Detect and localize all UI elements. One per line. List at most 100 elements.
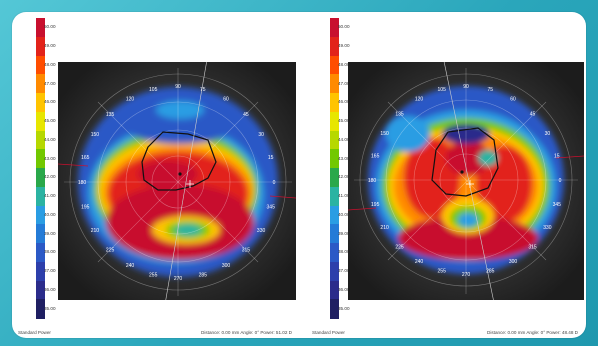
angle-label: 345 <box>553 202 562 208</box>
scale-swatch <box>330 111 339 131</box>
scale-swatch <box>36 149 45 169</box>
left-topography-panel: 50.00 49.00 48.00 47.00 46.00 45.00 44.00 43.00… <box>12 12 300 338</box>
scale-swatch <box>36 205 45 225</box>
angle-label: 225 <box>106 248 115 254</box>
angle-label: 285 <box>486 269 495 275</box>
scale-swatch <box>330 149 339 169</box>
scale-swatch <box>330 299 339 319</box>
scale-swatch <box>330 36 339 56</box>
angle-label: 75 <box>200 87 206 93</box>
scale-swatch <box>330 261 339 281</box>
angle-label: 120 <box>415 96 424 102</box>
scale-label: 47.00 <box>338 80 350 86</box>
scale-swatch <box>330 186 339 206</box>
scale-label: 39.00 <box>44 230 56 236</box>
scale-swatch <box>36 93 45 113</box>
scale-swatch <box>330 55 339 75</box>
scale-label: 38.00 <box>338 249 350 255</box>
scale-label: 40.00 <box>44 211 56 217</box>
scale-label: 46.00 <box>338 99 350 105</box>
scale-label: 50.00 <box>338 24 350 30</box>
scale-label: 39.00 <box>338 230 350 236</box>
scale-label: 48.00 <box>44 61 56 67</box>
angle-label: 75 <box>488 87 494 93</box>
scale-swatch <box>330 280 339 300</box>
angle-label: 30 <box>258 132 264 138</box>
scale-label: 44.00 <box>44 136 56 142</box>
angle-label: 210 <box>380 225 389 231</box>
scale-swatch <box>330 168 339 188</box>
right-footer-readout: Distance: 0.00 mm Angle: 0° Power: 48.48… <box>487 330 578 335</box>
angle-label: 300 <box>222 263 231 269</box>
angle-label: 135 <box>106 112 115 118</box>
scale-swatch <box>330 93 339 113</box>
angle-label: 255 <box>149 273 158 279</box>
right-topography-panel: 50.00 49.00 48.00 47.00 46.00 45.00 44.00 43.00… <box>306 12 586 338</box>
scale-label: 41.00 <box>44 193 56 199</box>
right-footer-label: Standard Power <box>312 330 345 335</box>
angle-label: 120 <box>126 97 135 103</box>
scale-label: 41.00 <box>338 193 350 199</box>
angle-label: 90 <box>175 84 181 90</box>
scale-label: 37.00 <box>44 268 56 274</box>
angle-label: 165 <box>81 155 90 161</box>
left-corneal-map: 90 75 105 60 120 45 135 30 150 15 165 0 180 345 195 330… <box>58 62 296 300</box>
angle-label: 270 <box>174 276 183 282</box>
angle-label: 210 <box>91 228 100 234</box>
scale-label: 45.00 <box>338 118 350 124</box>
scale-swatch <box>36 224 45 244</box>
scale-swatch <box>36 130 45 150</box>
scale-label: 35.00 <box>338 305 350 311</box>
angle-label: 0 <box>559 178 562 184</box>
angle-label: 315 <box>528 244 537 250</box>
angle-label: 150 <box>380 131 389 137</box>
angle-label: 330 <box>543 225 552 231</box>
angle-label: 0 <box>273 180 276 186</box>
angle-label: 105 <box>149 87 158 93</box>
angle-label: 195 <box>371 202 380 208</box>
scale-label: 36.00 <box>338 286 350 292</box>
scale-label: 42.00 <box>338 174 350 180</box>
scale-swatch <box>330 130 339 150</box>
left-footer-readout: Distance: 0.00 mm Angle: 0° Power: 51.02… <box>201 330 292 335</box>
scale-label: 46.00 <box>44 99 56 105</box>
scale-swatch <box>330 224 339 244</box>
scale-label: 40.00 <box>338 211 350 217</box>
angle-label: 225 <box>395 244 404 250</box>
angle-label: 255 <box>438 269 447 275</box>
angle-label: 135 <box>395 111 404 117</box>
scale-swatch <box>36 280 45 300</box>
angle-label: 15 <box>268 155 274 161</box>
angle-label: 15 <box>554 154 560 160</box>
scale-swatch <box>36 243 45 263</box>
scale-label: 38.00 <box>44 249 56 255</box>
scale-label: 44.00 <box>338 136 350 142</box>
angle-label: 300 <box>509 259 518 265</box>
angle-label: 45 <box>530 111 536 117</box>
angle-label: 180 <box>78 180 87 186</box>
angle-label: 330 <box>257 228 266 234</box>
angle-label: 105 <box>438 87 447 93</box>
scale-label: 48.00 <box>338 61 350 67</box>
left-angle-labels: 90 75 105 60 120 45 135 30 150 15 165 0 180 345 195 330… <box>78 84 276 282</box>
scale-label: 45.00 <box>44 118 56 124</box>
angle-label: 285 <box>199 273 208 279</box>
angle-label: 195 <box>81 205 90 211</box>
scale-swatch <box>36 186 45 206</box>
scale-swatch <box>36 168 45 188</box>
angle-label: 240 <box>415 259 424 265</box>
right-color-scale: 50.00 49.00 48.00 47.00 46.00 45.00 44.00 43.00… <box>314 18 354 322</box>
scale-label: 43.00 <box>44 155 56 161</box>
scale-label: 42.00 <box>44 174 56 180</box>
scale-label: 50.00 <box>44 24 56 30</box>
scale-label: 37.00 <box>338 268 350 274</box>
scale-swatch <box>330 205 339 225</box>
scale-swatch <box>330 74 339 94</box>
scale-swatch <box>36 111 45 131</box>
angle-label: 60 <box>510 96 516 102</box>
topography-card: 50.00 49.00 48.00 47.00 46.00 45.00 44.00 43.00… <box>12 12 586 338</box>
angle-label: 150 <box>91 132 100 138</box>
angle-label: 240 <box>126 263 135 269</box>
angle-label: 45 <box>243 112 249 118</box>
